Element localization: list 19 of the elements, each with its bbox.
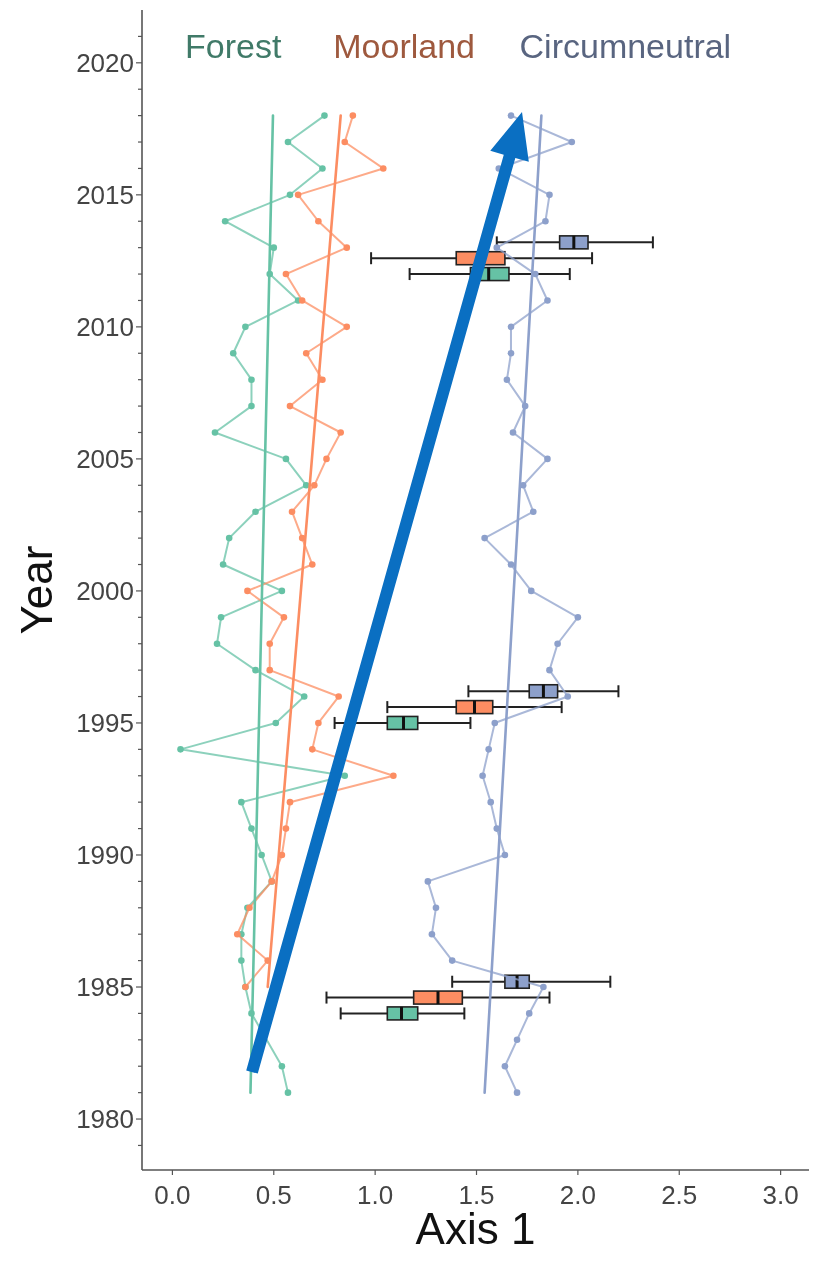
y-tick-label: 2020 [76, 47, 134, 78]
series-label: Circumneutral [519, 27, 732, 65]
y-tick-label: 1985 [76, 972, 134, 1003]
y-tick-label: 2015 [76, 179, 134, 210]
y-tick-label: 2010 [76, 311, 134, 342]
y-tick-label: 1995 [76, 708, 134, 739]
x-tick-label: 0.5 [255, 1180, 292, 1210]
x-tick-label: 0.0 [154, 1180, 191, 1210]
series-label: Forest [185, 27, 282, 65]
x-tick-label: 1.0 [357, 1180, 394, 1210]
y-tick-label: 1980 [76, 1104, 134, 1135]
y-axis-title: Year [12, 545, 61, 635]
x-tick-label: 2.5 [661, 1180, 698, 1210]
y-tick-label: 2005 [76, 444, 134, 474]
y-tick-label: 2000 [76, 576, 134, 607]
x-tick-label: 2.0 [559, 1180, 596, 1210]
x-tick-label: 3.0 [762, 1180, 799, 1210]
series-label: Moorland [333, 27, 475, 65]
y-tick-label: 1990 [76, 840, 134, 871]
